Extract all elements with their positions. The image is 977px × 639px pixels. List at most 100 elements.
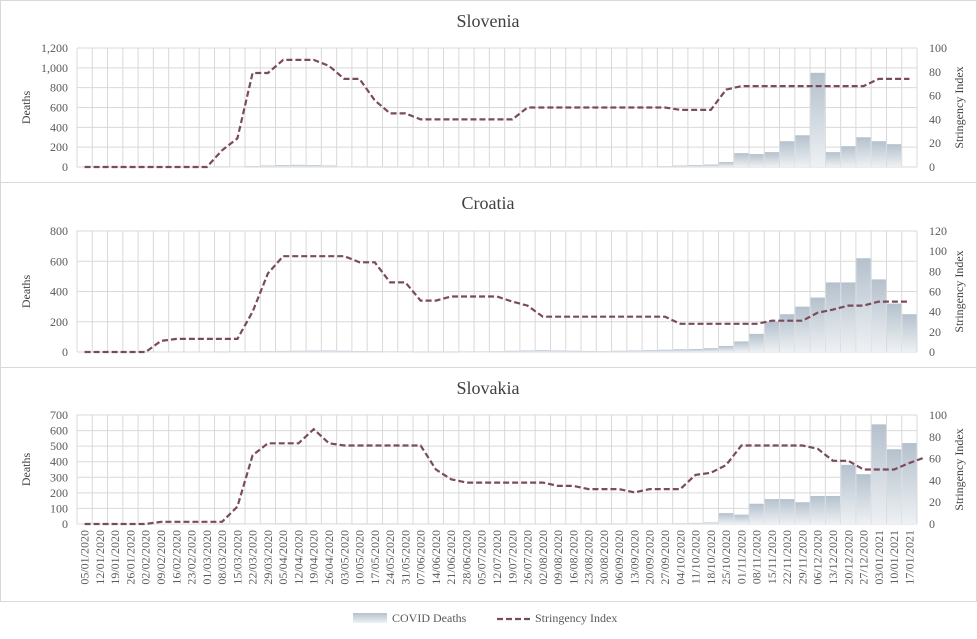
right-axis-title: Stringency Index [952, 66, 966, 148]
x-tick-label: 10/05/2020 [353, 530, 367, 585]
x-tick-label: 05/01/2020 [78, 530, 92, 585]
x-tick-label: 14/06/2020 [429, 530, 443, 585]
deaths-bar [276, 165, 291, 167]
deaths-bar [276, 350, 291, 352]
right-tick-label: 0 [929, 160, 935, 174]
deaths-bar [734, 341, 749, 352]
right-tick-label: 20 [929, 495, 941, 509]
legend-line-label: Stringency Index [535, 611, 617, 625]
deaths-bar [749, 154, 764, 167]
left-tick-label: 400 [50, 455, 68, 469]
x-tick-label: 03/01/2021 [872, 530, 886, 585]
deaths-bar [749, 503, 764, 524]
panel-title: Slovakia [457, 378, 520, 398]
deaths-bar [673, 349, 688, 352]
deaths-bar [337, 523, 352, 525]
stringency-line [84, 58, 910, 169]
deaths-bar [825, 495, 841, 524]
x-tick-label: 16/02/2020 [169, 530, 183, 585]
right-tick-label: 60 [929, 89, 941, 103]
x-tick-label: 27/12/2020 [857, 530, 871, 585]
panel-slovakia: Slovakia01002003004005006007000204060801… [0, 367, 977, 602]
left-tick-label: 600 [50, 101, 68, 115]
deaths-bar [306, 350, 321, 352]
x-tick-label: 11/10/2020 [689, 530, 703, 584]
right-tick-label: 60 [929, 285, 941, 299]
right-tick-label: 100 [929, 408, 947, 422]
x-tick-label: 13/12/2020 [826, 530, 840, 585]
deaths-bar [886, 449, 902, 524]
deaths-bar [291, 523, 306, 525]
left-tick-label: 0 [62, 517, 68, 531]
x-tick-label: 23/02/2020 [185, 530, 199, 585]
deaths-bar [780, 499, 795, 524]
deaths-bar [764, 152, 780, 167]
panel-croatia: Croatia 0 200 400 600 800 0 20 40 60 80 100 120 Death… [0, 182, 977, 368]
deaths-bar [856, 137, 871, 167]
deaths-bar [703, 522, 718, 524]
deaths-bar [627, 350, 642, 352]
x-tick-label: 27/09/2020 [658, 530, 672, 585]
x-tick-label: 01/03/2020 [200, 530, 214, 585]
right-tick-label: 0 [929, 345, 935, 359]
x-tick-label: 13/09/2020 [627, 530, 641, 585]
x-tick-label: 05/07/2020 [475, 530, 489, 585]
left-tick-label: 1,000 [41, 61, 68, 75]
right-tick-label: 60 [929, 452, 941, 466]
right-tick-label: 120 [929, 224, 947, 238]
deaths-bar [245, 523, 260, 525]
deaths-bar [642, 166, 657, 168]
deaths-bar [230, 351, 245, 353]
deaths-bar [581, 166, 596, 168]
deaths-bar [413, 351, 428, 353]
left-tick-label: 800 [50, 224, 68, 238]
x-tick-label: 03/05/2020 [337, 530, 351, 585]
left-tick-label: 200 [50, 486, 68, 500]
deaths-bar [276, 523, 291, 525]
deaths-bar [612, 523, 627, 525]
right-tick-label: 80 [929, 65, 941, 79]
x-tick-label: 26/01/2020 [123, 530, 137, 585]
x-tick-label: 12/04/2020 [291, 530, 305, 585]
deaths-bar [795, 306, 810, 352]
left-tick-label: 500 [50, 439, 68, 453]
deaths-bar [841, 464, 856, 524]
deaths-bar [398, 351, 413, 353]
deaths-bar [291, 350, 306, 352]
deaths-bar [367, 523, 382, 525]
deaths-bar [581, 351, 596, 352]
left-tick-label: 800 [50, 81, 68, 95]
deaths-bar [382, 351, 398, 353]
deaths-bar [703, 348, 718, 352]
deaths-bar [535, 350, 550, 352]
left-tick-label: 700 [50, 408, 68, 422]
deaths-bar [245, 166, 260, 167]
deaths-bar [352, 523, 367, 525]
deaths-bar [902, 443, 917, 524]
deaths-bar [581, 523, 596, 525]
deaths-bar [550, 350, 566, 352]
x-tick-label: 10/01/2021 [887, 530, 901, 585]
x-tick-label: 02/02/2020 [139, 530, 153, 585]
x-tick-label: 28/06/2020 [459, 530, 473, 585]
x-tick-label: 18/10/2020 [704, 530, 718, 585]
right-tick-label: 80 [929, 264, 941, 278]
deaths-bar [214, 166, 230, 168]
x-tick-label: 04/10/2020 [673, 530, 687, 585]
deaths-bar [382, 166, 398, 168]
deaths-bar [428, 351, 444, 353]
x-tick-label: 26/07/2020 [521, 530, 535, 585]
left-tick-label: 600 [50, 424, 68, 438]
deaths-bar [795, 502, 810, 524]
deaths-bar [825, 282, 841, 352]
deaths-bar [673, 523, 688, 525]
x-tick-label: 15/11/2020 [765, 530, 779, 584]
deaths-bar [291, 164, 306, 167]
panel-title: Slovenia [457, 11, 520, 31]
panel-title: Croatia [462, 193, 515, 213]
x-tick-label: 08/11/2020 [750, 530, 764, 584]
deaths-bar [260, 351, 276, 352]
left-tick-label: 400 [50, 120, 68, 134]
right-tick-label: 0 [929, 517, 935, 531]
